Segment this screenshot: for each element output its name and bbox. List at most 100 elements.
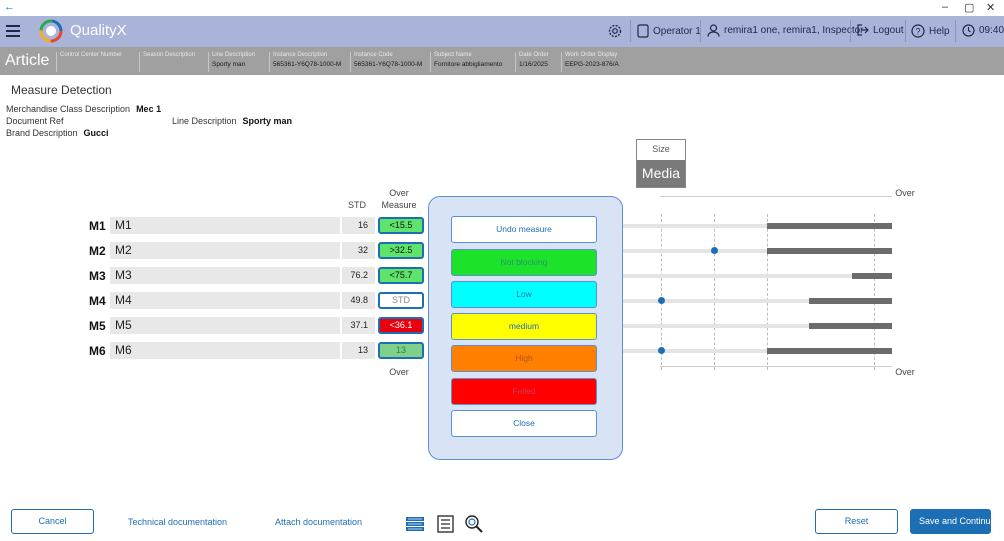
article-field-value: Sporty man bbox=[212, 61, 246, 68]
hamburger-menu-icon[interactable] bbox=[6, 25, 20, 37]
cancel-button[interactable]: Cancel bbox=[11, 509, 94, 534]
merch-class-info: Merchandise Class Description Mec 1 bbox=[6, 104, 161, 114]
article-field-value: 1/16/2025 bbox=[519, 61, 548, 68]
measure-std: 49.8 bbox=[342, 292, 375, 309]
line-desc-info: Line Description Sporty man bbox=[172, 116, 292, 126]
undo-measure-button[interactable]: Undo measure bbox=[451, 216, 597, 243]
size-value: Media bbox=[637, 160, 685, 187]
measure-range-marker[interactable] bbox=[711, 247, 718, 254]
logout-button[interactable]: Logout bbox=[857, 24, 904, 36]
app-brand: QualityX bbox=[70, 22, 127, 39]
range-gridline bbox=[714, 214, 715, 370]
header-divider bbox=[630, 20, 631, 42]
attach-documentation-link[interactable]: Attach documentation bbox=[275, 517, 363, 527]
help-label: Help bbox=[929, 25, 950, 37]
measure-range-track bbox=[622, 273, 892, 279]
measure-value-input[interactable]: <36.1 bbox=[378, 317, 424, 334]
measure-name: M3 bbox=[110, 267, 340, 284]
settings-gear-icon[interactable] bbox=[607, 23, 623, 39]
measure-code: M1 bbox=[89, 219, 106, 233]
operator-selector[interactable]: Operator 1 bbox=[637, 24, 701, 38]
measure-value-input[interactable]: >32.5 bbox=[378, 242, 424, 259]
restore-icon[interactable]: ▢ bbox=[964, 2, 975, 14]
user-icon bbox=[707, 24, 720, 37]
header-divider bbox=[955, 20, 956, 42]
close-window-icon[interactable]: ✕ bbox=[986, 2, 996, 14]
article-field: Work Order Display EEPG-2023-876/A bbox=[561, 52, 619, 72]
minimize-icon[interactable]: – bbox=[942, 1, 949, 13]
measure-name: M2 bbox=[110, 242, 340, 259]
measure-range-track bbox=[622, 223, 892, 229]
range-over-bottom-label: Over bbox=[895, 367, 915, 377]
article-field-label: Date Order bbox=[519, 52, 549, 58]
article-field-label: Subject Name bbox=[434, 52, 472, 58]
measure-std: 13 bbox=[342, 342, 375, 359]
measure-value-input[interactable]: <15.5 bbox=[378, 217, 424, 234]
measure-name: M4 bbox=[110, 292, 340, 309]
line-desc-label: Line Description bbox=[172, 116, 237, 126]
measure-name: M5 bbox=[110, 317, 340, 334]
technical-documentation-link[interactable]: Technical documentation bbox=[128, 517, 228, 527]
article-field: Instance Description 565361-Y6Q78-1000-M bbox=[269, 52, 341, 72]
brand-desc-info: Brand Description Gucci bbox=[6, 128, 109, 138]
help-icon: ? bbox=[911, 24, 925, 38]
user-label: remira1 one, remira1, Inspector bbox=[724, 25, 864, 36]
document-ref-info: Document Ref bbox=[6, 116, 64, 126]
brand-desc-label: Brand Description bbox=[6, 128, 78, 138]
high-button[interactable]: High bbox=[451, 345, 597, 372]
measure-range-marker[interactable] bbox=[658, 297, 665, 304]
measure-name: M6 bbox=[110, 342, 340, 359]
measure-code: M6 bbox=[89, 344, 106, 358]
measure-range-fill bbox=[852, 273, 892, 279]
measure-name: M1 bbox=[110, 217, 340, 234]
measure-value-input[interactable]: 13 bbox=[378, 342, 424, 359]
measure-range-track bbox=[622, 297, 892, 304]
article-field-value: Fornitore abbigliamento bbox=[434, 61, 503, 68]
article-field-label: Work Order Display bbox=[565, 52, 618, 58]
save-and-continue-button[interactable]: Save and Continue bbox=[910, 509, 991, 534]
article-field-value: 565361-Y6Q78-1000-M bbox=[354, 61, 423, 68]
measure-std: 76.2 bbox=[342, 267, 375, 284]
measure-std: 37.1 bbox=[342, 317, 375, 334]
header-divider bbox=[905, 20, 906, 42]
document-ref-label: Document Ref bbox=[6, 116, 64, 126]
sheets-stack-icon[interactable] bbox=[405, 514, 425, 534]
not-blocking-button[interactable]: Not blocking bbox=[451, 249, 597, 276]
user-info[interactable]: remira1 one, remira1, Inspector bbox=[707, 24, 864, 37]
close-popup-button[interactable]: Close bbox=[451, 410, 597, 437]
measure-range-track bbox=[622, 247, 892, 254]
measure-code: M3 bbox=[89, 269, 106, 283]
measure-range-marker[interactable] bbox=[658, 347, 665, 354]
size-label: Size bbox=[652, 144, 670, 154]
article-field-label: Line Description bbox=[212, 52, 256, 58]
logout-icon bbox=[857, 24, 869, 36]
back-arrow-icon[interactable]: ← bbox=[4, 1, 15, 13]
range-gridline bbox=[661, 214, 662, 370]
measure-range-track bbox=[622, 323, 892, 329]
failed-button[interactable]: Failed bbox=[451, 378, 597, 405]
clock-time: 09:40 bbox=[979, 25, 1004, 36]
size-selector[interactable]: Size Media bbox=[636, 139, 686, 188]
article-title: Article bbox=[5, 52, 50, 69]
qualityx-logo-icon bbox=[39, 19, 63, 43]
zoom-search-icon[interactable] bbox=[464, 514, 484, 534]
over-column-footer: Over bbox=[389, 367, 409, 377]
measure-range-fill bbox=[809, 298, 892, 304]
measure-range-track bbox=[622, 347, 892, 354]
medium-button[interactable]: medium bbox=[451, 313, 597, 340]
measure-value-input[interactable]: STD bbox=[378, 292, 424, 309]
range-scale-bottom-rule bbox=[660, 366, 892, 367]
range-gridline bbox=[874, 214, 875, 370]
article-field: Subject Name Fornitore abbigliamento bbox=[430, 52, 502, 72]
measure-code: M2 bbox=[89, 244, 106, 258]
low-button[interactable]: Low bbox=[451, 281, 597, 308]
range-gridline bbox=[767, 214, 768, 370]
measure-range-fill bbox=[809, 323, 892, 329]
reset-button[interactable]: Reset bbox=[815, 509, 898, 534]
help-button[interactable]: ? Help bbox=[911, 24, 950, 38]
article-field-label: Instance Description bbox=[273, 52, 328, 58]
article-field-value: 565361-Y6Q78-1000-M bbox=[273, 61, 342, 68]
article-field-value: EEPG-2023-876/A bbox=[565, 61, 619, 68]
checklist-icon[interactable] bbox=[436, 514, 456, 534]
measure-value-input[interactable]: <75.7 bbox=[378, 267, 424, 284]
